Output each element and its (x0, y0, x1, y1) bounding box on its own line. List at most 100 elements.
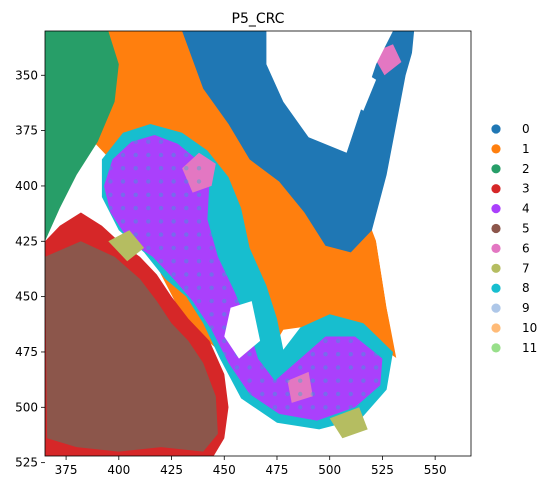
empty-region-1 (340, 64, 377, 111)
legend-label-3: 3 (522, 182, 530, 196)
spot-mark (120, 166, 126, 171)
spot-mark (158, 259, 164, 264)
chart-title: P5_CRC (232, 11, 285, 27)
spot-mark (247, 365, 252, 370)
spot-mark (184, 285, 189, 290)
spot-mark (260, 365, 265, 370)
spot-mark (146, 219, 151, 224)
spot-mark (184, 166, 189, 171)
spot-mark (120, 219, 126, 224)
spot-mark (222, 272, 227, 277)
y-tick-label-525: 525 (15, 456, 38, 470)
spot-mark (184, 219, 189, 224)
spot-mark (146, 245, 151, 251)
spot-mark (298, 365, 303, 370)
spot-mark (196, 205, 202, 211)
y-tick-label-350: 350 (15, 68, 38, 82)
cluster-2-region-1 (45, 31, 119, 242)
spot-mark (108, 179, 113, 184)
spot-mark (348, 391, 353, 397)
spot-mark (184, 179, 189, 184)
spot-mark (209, 285, 214, 290)
empty-region-3 (376, 31, 471, 456)
legend-label-10: 10 (522, 321, 537, 335)
spot-mark (298, 405, 303, 410)
spot-mark (361, 391, 366, 397)
y-tick-label-425: 425 (15, 234, 38, 248)
spot-mark (196, 219, 202, 224)
spot-mark (196, 272, 202, 277)
spot-mark (146, 166, 151, 171)
cluster-6-region-10 (287, 371, 313, 403)
spot-mark (120, 192, 126, 197)
spot-mark (310, 352, 315, 357)
legend-marker-3 (491, 184, 501, 194)
spot-mark (361, 365, 366, 370)
spot-mark (184, 205, 189, 211)
spot-mark (335, 405, 341, 410)
spot-mark (310, 405, 315, 410)
spot-mark (196, 298, 202, 304)
spot-mark (196, 285, 202, 290)
spot-mark (196, 259, 202, 264)
x-tick-label-450: 450 (213, 463, 236, 477)
spot-mark (108, 205, 113, 211)
spot-mark (323, 378, 328, 383)
spot-mark (335, 338, 341, 344)
spot-mark (158, 166, 164, 171)
spot-mark (133, 139, 138, 144)
spot-mark (348, 352, 353, 357)
spot-mark (323, 365, 328, 370)
spot-mark (171, 259, 176, 264)
spot-mark (171, 245, 176, 251)
spot-mark (209, 245, 214, 251)
spot-mark (171, 152, 176, 158)
spot-mark (285, 405, 290, 410)
spot-mark (184, 192, 189, 197)
spot-mark (222, 352, 227, 357)
spot-mark (158, 139, 164, 144)
spot-mark (171, 272, 176, 277)
legend-marker-10 (491, 323, 501, 333)
legend-marker-6 (491, 243, 501, 253)
y-tick-label-375: 375 (15, 124, 38, 138)
legend-marker-4 (491, 204, 501, 214)
spot-mark (323, 405, 328, 410)
spot-mark (158, 232, 164, 237)
legend: 0 1 2 3 4 5 6 7 8 9 10 11 (491, 122, 537, 355)
spot-mark (222, 312, 227, 317)
spot-mark (335, 378, 341, 383)
y-tick-label-450: 450 (15, 290, 38, 304)
legend-label-0: 0 (522, 122, 530, 136)
spot-mark (234, 298, 240, 304)
spot-mark (171, 166, 176, 171)
spot-mark (171, 232, 176, 237)
spot-mark (298, 378, 303, 383)
spot-mark (120, 152, 126, 158)
spot-mark (348, 405, 353, 410)
cluster-7-region-11 (108, 230, 145, 262)
spot-mark (361, 378, 366, 383)
spot-mark (184, 152, 189, 158)
legend-marker-9 (491, 303, 501, 313)
spot-mark (272, 391, 278, 397)
y-tick-label-475: 475 (15, 345, 38, 359)
x-tick-label-400: 400 (107, 463, 130, 477)
spot-mark (146, 152, 151, 158)
legend-marker-8 (491, 283, 501, 293)
spot-mark (348, 365, 353, 370)
legend-label-2: 2 (522, 162, 530, 176)
spot-mark (146, 232, 151, 237)
spot-mark (348, 378, 353, 383)
spot-mark (373, 352, 379, 357)
spot-mark (158, 205, 164, 211)
spot-mark (171, 205, 176, 211)
spot-mark (133, 152, 138, 158)
spot-mark (209, 312, 214, 317)
legend-label-8: 8 (522, 281, 530, 295)
y-axis: 350 375 400 425 450 475 500 525 (15, 68, 45, 470)
legend-label-11: 11 (522, 341, 537, 355)
x-tick-label-375: 375 (55, 463, 78, 477)
spot-mark (310, 365, 315, 370)
spot-mark (209, 259, 214, 264)
